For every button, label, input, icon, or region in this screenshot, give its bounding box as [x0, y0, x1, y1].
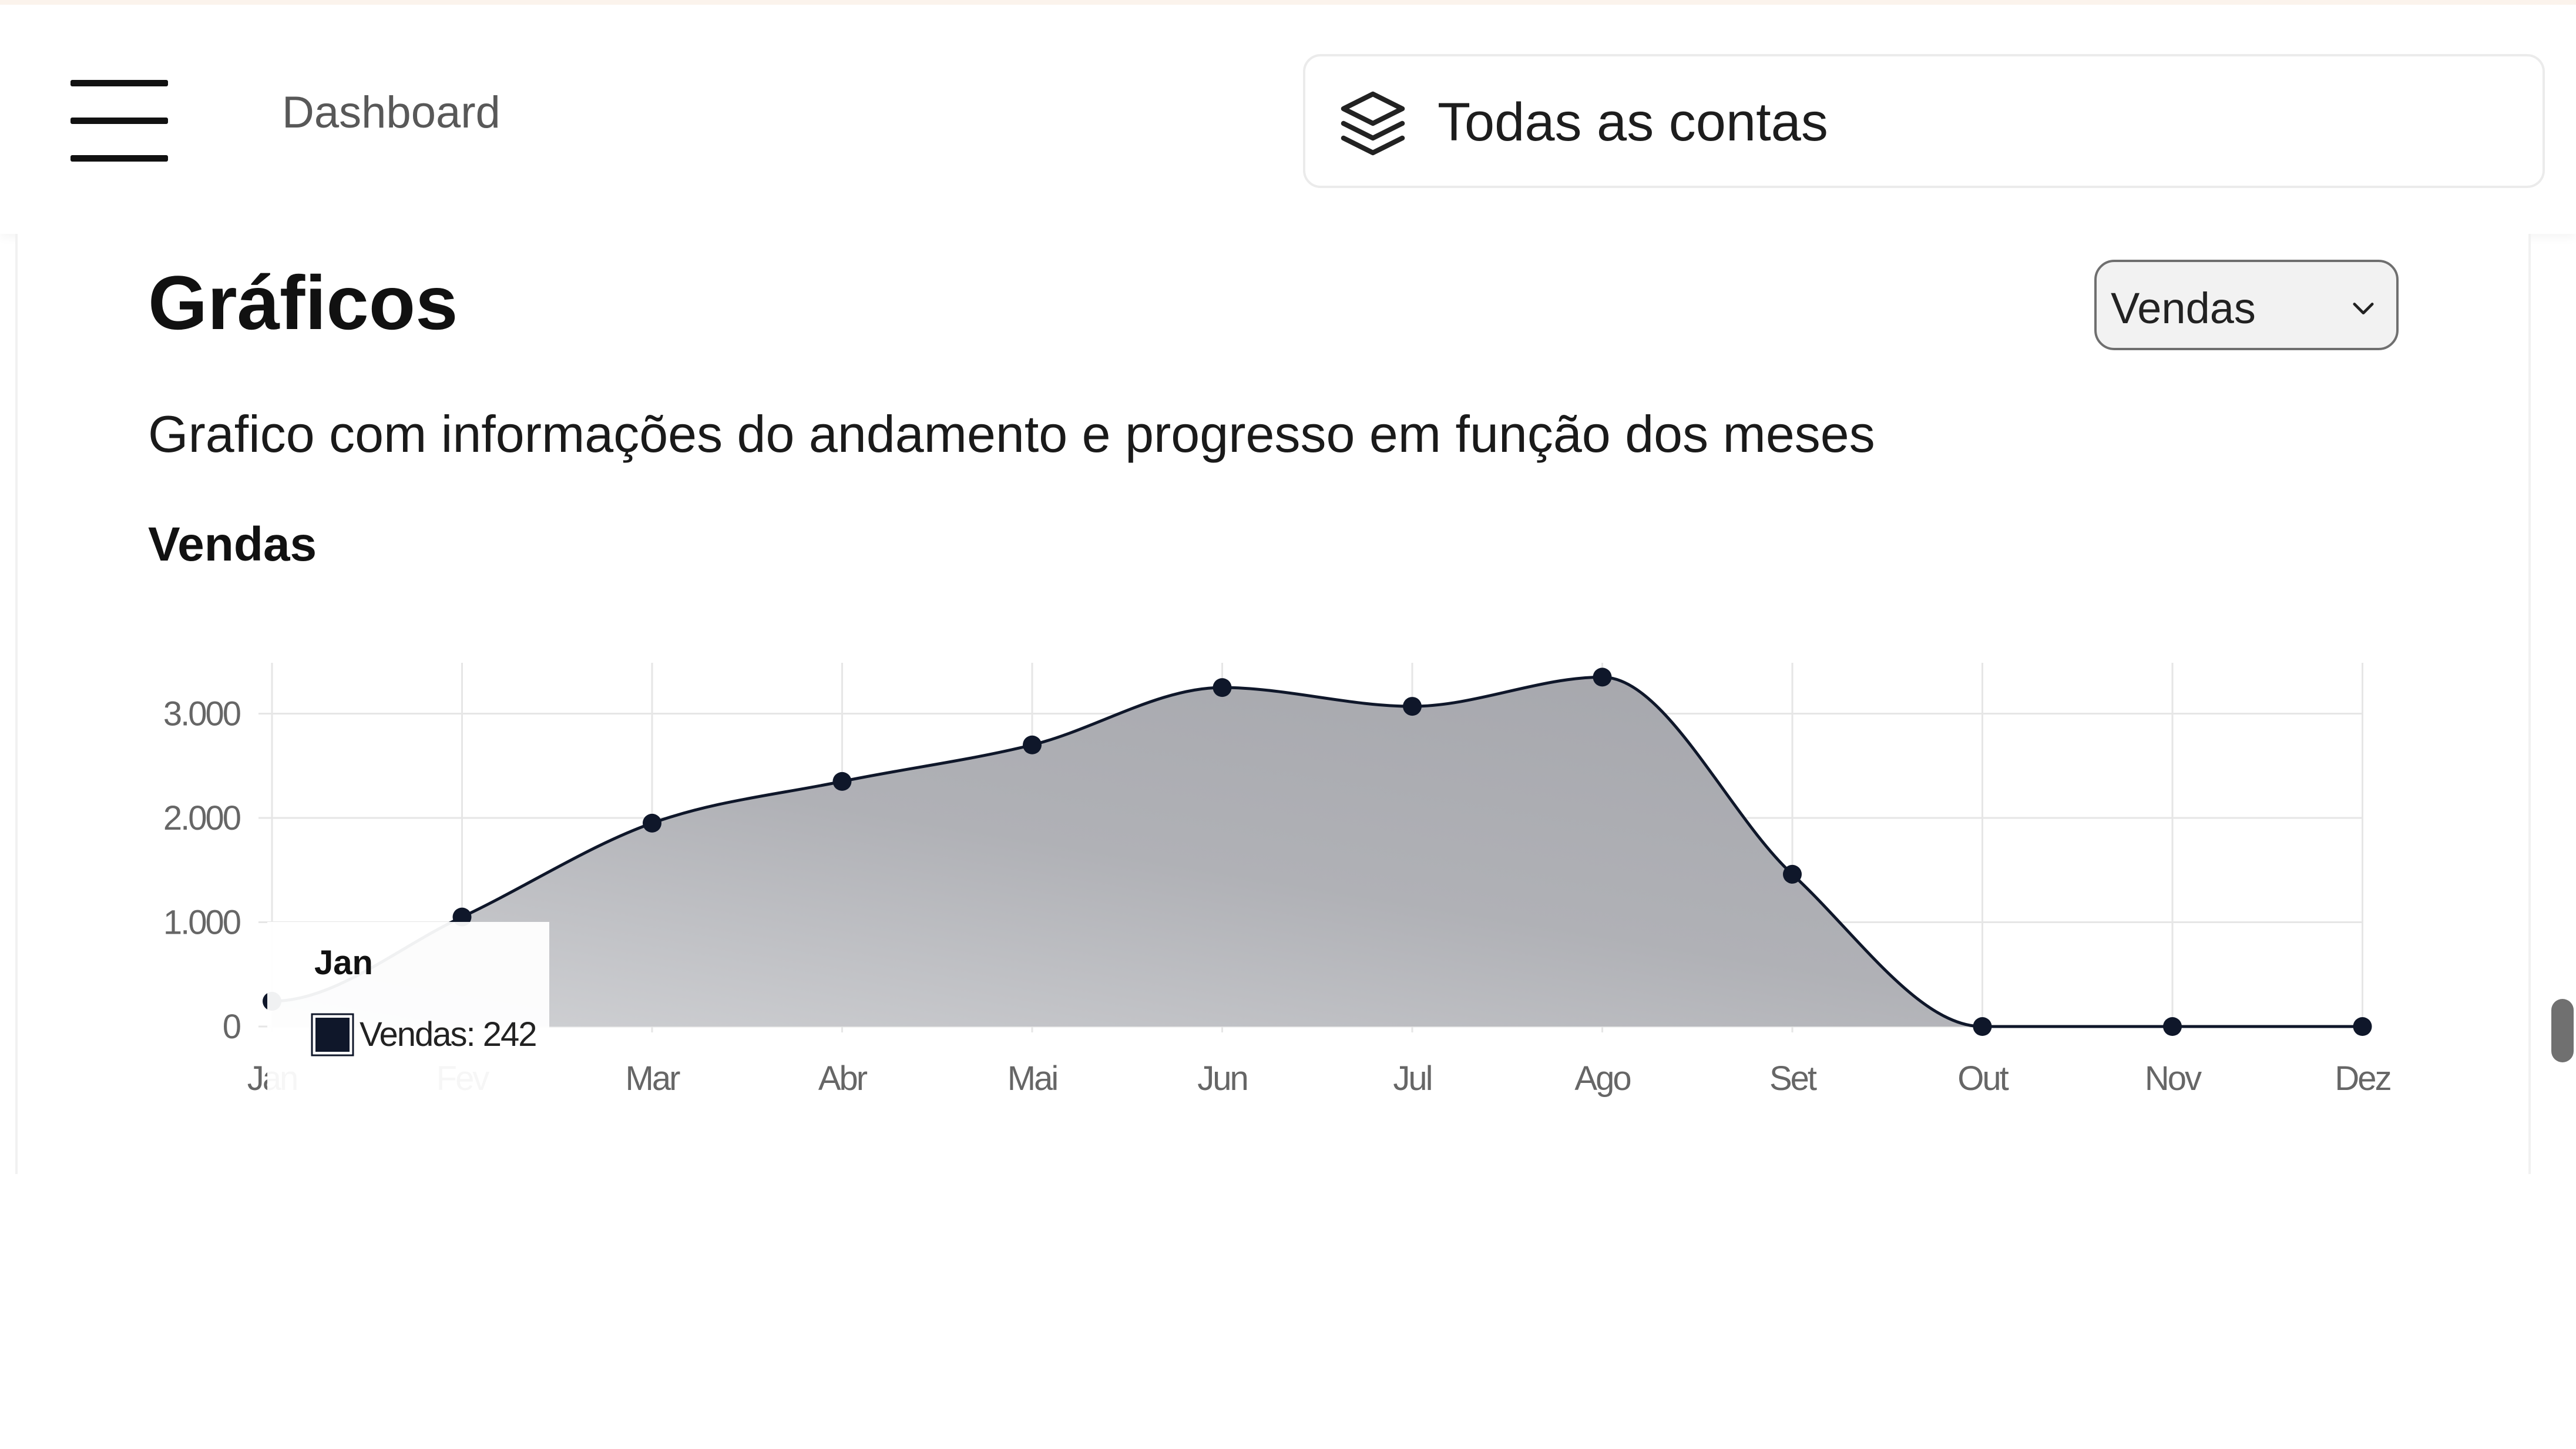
- top-accent-line: [0, 0, 2576, 5]
- y-tick-label: 3.000: [163, 695, 240, 733]
- x-tick-label: Jul: [1393, 1059, 1431, 1098]
- hamburger-menu-icon[interactable]: [70, 80, 170, 163]
- top-app-bar: Dashboard Todas as contas: [0, 5, 2576, 234]
- y-tick-label: 1.000: [163, 904, 240, 942]
- chart-type-select[interactable]: Vendas: [2094, 260, 2399, 350]
- data-point-dez[interactable]: [2353, 1017, 2372, 1036]
- tooltip-title: Jan: [314, 944, 373, 982]
- x-tick-label: Mar: [626, 1059, 681, 1098]
- chart-tooltip: Jan Vendas: 242: [267, 922, 549, 1110]
- data-point-fev[interactable]: [452, 907, 472, 927]
- data-point-abr[interactable]: [832, 772, 852, 791]
- section-description: Grafico com informações do andamento e p…: [148, 405, 1875, 463]
- breadcrumb[interactable]: Dashboard: [282, 88, 501, 137]
- tooltip-swatch: [313, 1015, 352, 1054]
- x-tick-label: Abr: [818, 1059, 868, 1098]
- data-point-nov[interactable]: [2163, 1017, 2182, 1036]
- chart-heading: Vendas: [148, 518, 317, 571]
- x-tick-label: Ago: [1574, 1059, 1630, 1098]
- page-title: Gráficos: [148, 260, 458, 346]
- layers-icon: [1341, 91, 1405, 156]
- x-tick-label: Jun: [1197, 1059, 1247, 1098]
- data-point-mai[interactable]: [1023, 735, 1042, 754]
- account-selector-label: Todas as contas: [1438, 92, 1828, 152]
- data-point-set[interactable]: [1783, 864, 1802, 884]
- x-tick-label: Mai: [1007, 1059, 1057, 1098]
- tooltip-value: Vendas: 242: [360, 1015, 536, 1054]
- x-tick-label: Set: [1769, 1059, 1817, 1098]
- x-tick-label: Dez: [2335, 1059, 2390, 1098]
- data-point-mar[interactable]: [643, 813, 661, 833]
- data-point-ago[interactable]: [1593, 668, 1612, 687]
- series-area-vendas: [272, 677, 2363, 1027]
- data-point-jun[interactable]: [1213, 678, 1232, 697]
- scrollbar-thumb[interactable]: [2551, 999, 2574, 1062]
- y-tick-label: 2.000: [163, 799, 240, 837]
- chart-type-select-value: Vendas: [2111, 284, 2256, 333]
- data-point-out[interactable]: [1973, 1017, 1992, 1036]
- y-tick-label: 0: [223, 1008, 240, 1046]
- data-point-jul[interactable]: [1403, 697, 1422, 716]
- chevron-down-icon: [2353, 303, 2374, 315]
- x-tick-label: Out: [1957, 1059, 2009, 1098]
- account-selector[interactable]: Todas as contas: [1303, 54, 2545, 188]
- x-tick-label: Nov: [2145, 1059, 2202, 1098]
